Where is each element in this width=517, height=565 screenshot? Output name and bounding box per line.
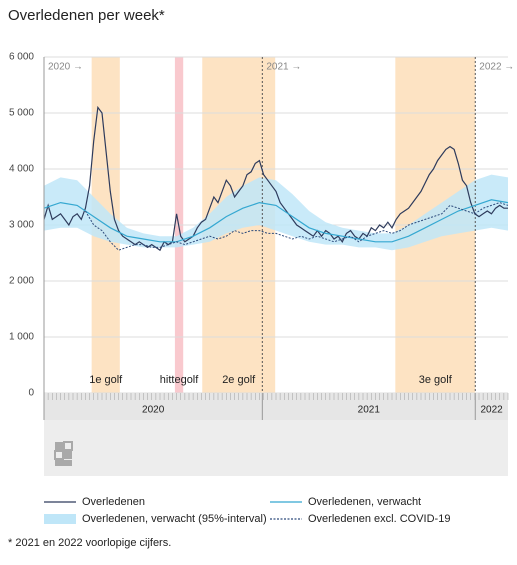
legend-swatch (44, 514, 76, 524)
series-line (43, 199, 509, 243)
y-tick-label: 4 000 (9, 164, 34, 175)
year-marker-label: 2021 → (266, 62, 301, 73)
legend-label: Overledenen (82, 496, 145, 508)
legend-label: Overledenen, verwacht (95%-interval) (82, 513, 267, 525)
period-label: hittegolf (160, 374, 199, 386)
y-tick-label: 6 000 (9, 52, 34, 63)
y-tick-label: 2 000 (9, 276, 34, 287)
logo (54, 441, 73, 466)
period-label: 1e golf (89, 374, 123, 386)
year-marker-label: 2022 → (479, 62, 514, 73)
series-line (84, 202, 509, 251)
y-tick-label: 5 000 (9, 108, 34, 119)
period-label: 2e golf (222, 374, 256, 386)
y-tick-label: 3 000 (9, 220, 34, 231)
year-marker-label: 2020 → (48, 62, 83, 73)
chart-title: Overledenen per week* (8, 7, 165, 24)
x-year-label: 2020 (142, 405, 165, 416)
navigator-panel (44, 420, 508, 476)
legend-label: Overledenen excl. COVID-19 (308, 513, 450, 525)
x-year-label: 2021 (358, 405, 381, 416)
period-label: 3e golf (419, 374, 453, 386)
confidence-band (44, 174, 508, 251)
x-year-label: 2022 (481, 405, 504, 416)
y-tick-label: 0 (28, 388, 34, 399)
legend-label: Overledenen, verwacht (308, 496, 421, 508)
footnote: * 2021 en 2022 voorlopige cijfers. (8, 537, 171, 549)
series-line (43, 105, 508, 252)
y-tick-label: 1 000 (9, 332, 34, 343)
